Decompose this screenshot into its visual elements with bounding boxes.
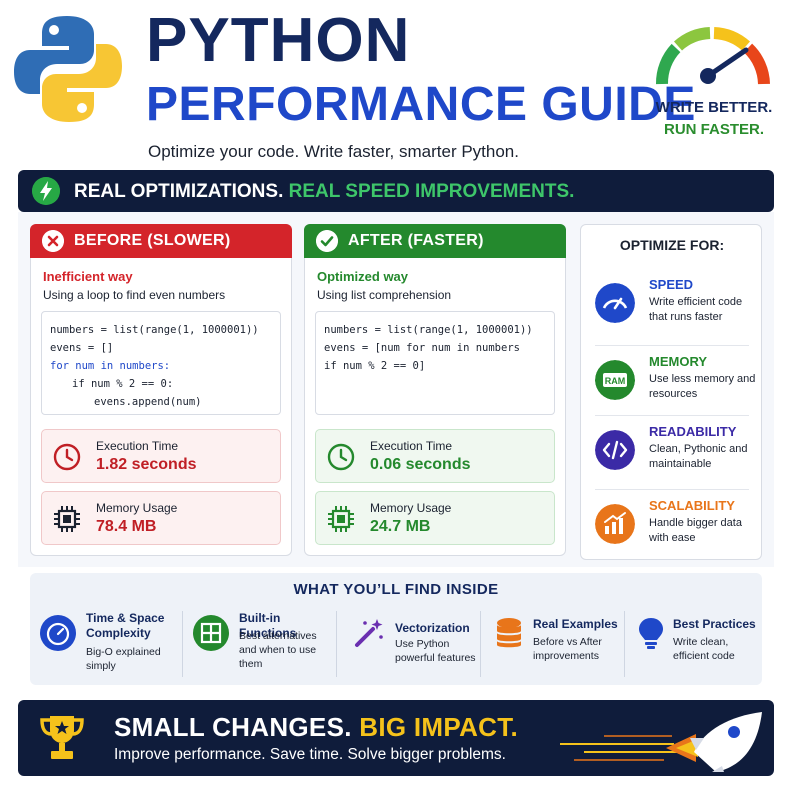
memory-usage-value: 78.4 MB (96, 518, 157, 535)
execution-time-value: 1.82 seconds (96, 456, 197, 473)
feature-description: Best alternatives and when to use them (239, 630, 317, 670)
optimize-for-panel: OPTIMIZE FOR: SPEED Write efficient code… (580, 224, 762, 560)
memory-usage-value: 24.7 MB (370, 518, 431, 535)
optimize-item-readability: READABILITY Clean, Pythonic and maintain… (595, 415, 749, 485)
magic-wand-icon (355, 619, 383, 647)
chip-icon (328, 506, 354, 532)
feature-name: Best Practices (673, 617, 756, 631)
lightbulb-icon (639, 618, 663, 649)
code-line: evens.append(num) (94, 396, 202, 408)
python-logo (14, 16, 122, 122)
after-header: AFTER (FASTER) (304, 224, 566, 258)
footer-headline-white: SMALL CHANGES. (114, 712, 352, 742)
clock-icon (327, 443, 355, 471)
after-panel: AFTER (FASTER) Optimized way Using list … (304, 224, 566, 556)
grid-icon (193, 615, 229, 651)
code-line: evens = [num for num in numbers (324, 342, 520, 354)
page-subtitle: Optimize your code. Write faster, smarte… (148, 142, 519, 161)
code-brackets-icon (595, 430, 635, 470)
growth-chart-icon (595, 504, 635, 544)
speedometer-icon (656, 27, 770, 85)
after-description: Using list comprehension (317, 288, 452, 302)
memory-usage-label: Memory Usage (96, 501, 178, 515)
feature-description: Big-O explained simply (86, 646, 161, 672)
feature-time-space-complexity: Time & Space Complexity Big-O explained … (40, 611, 178, 677)
footer-headline: SMALL CHANGES. BIG IMPACT. (114, 712, 518, 743)
before-header-label: BEFORE (SLOWER) (74, 232, 231, 249)
after-header-label: AFTER (FASTER) (348, 232, 484, 249)
after-way: Optimized way (317, 269, 409, 284)
memory-usage-label: Memory Usage (370, 501, 452, 515)
after-code-block: numbers = list(range(1, 1000001)) evens =… (315, 311, 555, 415)
optimize-item-description: Use less memory and resources (649, 373, 756, 400)
execution-time-label: Execution Time (370, 439, 453, 453)
optimize-item-speed: SPEED Write efficient code that runs fas… (581, 269, 763, 339)
footer-headline-yellow: BIG IMPACT. (359, 712, 519, 742)
before-description: Using a loop to find even numbers (43, 288, 226, 302)
optimizations-banner: REAL OPTIMIZATIONS. REAL SPEED IMPROVEME… (18, 170, 774, 212)
execution-time-label: Execution Time (96, 439, 179, 453)
before-header: BEFORE (SLOWER) (30, 224, 292, 258)
whats-inside-title: WHAT YOU’LL FIND INSIDE (293, 581, 499, 598)
banner-text-white: REAL OPTIMIZATIONS. (74, 181, 284, 202)
page-title-line1: PYTHON (146, 6, 411, 75)
footer-subtext: Improve performance. Save time. Solve bi… (114, 746, 506, 763)
feature-description: Before vs After improvements (533, 636, 602, 662)
optimize-item-name: SPEED (649, 277, 694, 292)
before-panel: BEFORE (SLOWER) Inefficient way Using a … (30, 224, 292, 556)
optimize-item-scalability: SCALABILITY Handle bigger data with ease (595, 489, 749, 559)
check-circle-icon (316, 230, 338, 252)
whats-inside-section: WHAT YOU’LL FIND INSIDE Time & Space Com… (30, 573, 762, 685)
ram-chip-text: RAM (605, 376, 626, 386)
before-code-block: numbers = list(range(1, 1000001)) evens =… (41, 311, 281, 415)
feature-name: Built-in Functions (239, 611, 297, 640)
feature-name: Real Examples (533, 617, 618, 631)
database-icon (497, 618, 521, 648)
code-line: evens = [] (50, 342, 114, 354)
code-line: if num % 2 == 0: (72, 378, 174, 390)
chip-icon (54, 506, 80, 532)
feature-vectorization: Vectorization Use Python powerful featur… (336, 611, 476, 677)
footer-banner: SMALL CHANGES. BIG IMPACT. Improve perfo… (18, 700, 774, 776)
optimize-item-memory: RAM MEMORY Use less memory and resources (595, 345, 755, 415)
feature-best-practices: Best Practices Write clean, efficient co… (624, 611, 758, 677)
feature-name: Time & Space Complexity (86, 611, 165, 640)
ram-chip-icon: RAM (595, 360, 635, 400)
optimize-item-description: Handle bigger data with ease (649, 517, 742, 544)
rocket-icon (560, 712, 762, 772)
x-circle-icon (42, 230, 64, 252)
before-execution-time-card: Execution Time 1.82 seconds (41, 429, 281, 483)
code-line: for num in numbers: (50, 360, 171, 372)
banner-text: REAL OPTIMIZATIONS. REAL SPEED IMPROVEME… (74, 181, 574, 203)
optimize-item-name: READABILITY (649, 424, 737, 439)
page-title-line2: PERFORMANCE GUIDE (146, 78, 696, 131)
trophy-icon (40, 716, 84, 759)
after-memory-usage-card: Memory Usage 24.7 MB (315, 491, 555, 545)
before-memory-usage-card: Memory Usage 78.4 MB (41, 491, 281, 545)
clock-icon (53, 443, 81, 471)
speedometer-icon (595, 283, 635, 323)
feature-builtin-functions: Built-in Functions Best alternatives and… (182, 611, 332, 677)
optimize-item-name: SCALABILITY (649, 498, 735, 513)
optimize-item-description: Clean, Pythonic and maintainable (649, 443, 748, 470)
clock-gauge-icon (40, 615, 76, 651)
feature-description: Use Python powerful features (395, 638, 476, 664)
feature-real-examples: Real Examples Before vs After improvemen… (480, 611, 620, 677)
lightning-bolt-icon (32, 177, 60, 205)
optimize-item-name: MEMORY (649, 354, 708, 369)
execution-time-value: 0.06 seconds (370, 456, 471, 473)
tagline-run-faster: RUN FASTER. (663, 121, 764, 138)
after-execution-time-card: Execution Time 0.06 seconds (315, 429, 555, 483)
tagline-write-better: WRITE BETTER. (655, 99, 773, 116)
code-line: numbers = list(range(1, 1000001)) (50, 324, 259, 336)
optimize-for-title: OPTIMIZE FOR: (619, 237, 725, 253)
before-way: Inefficient way (43, 269, 133, 284)
banner-text-green: REAL SPEED IMPROVEMENTS. (288, 181, 575, 202)
optimize-item-description: Write efficient code that runs faster (649, 296, 743, 323)
code-line: numbers = list(range(1, 1000001)) (324, 324, 533, 336)
code-line: if num % 2 == 0] (324, 360, 426, 372)
feature-name: Vectorization (395, 621, 470, 635)
feature-description: Write clean, efficient code (673, 636, 735, 662)
